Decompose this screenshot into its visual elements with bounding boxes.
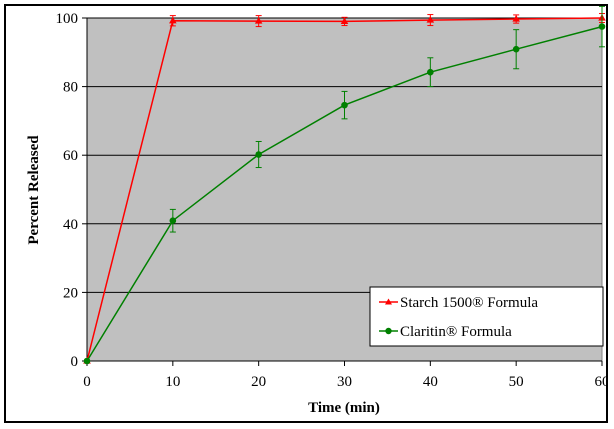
chart-frame: 0 20 40 60 80 100 0 10 20 30 40 50 60 Time (min) Per… — [4, 4, 608, 423]
y-tick-label-60: 60 — [63, 148, 78, 164]
legend-label-claritin: Claritin® Formula — [400, 324, 512, 340]
x-tick-label-30: 30 — [337, 374, 352, 390]
line-chart: 0 20 40 60 80 100 0 10 20 30 40 50 60 Time (min) Per… — [26, 6, 607, 416]
x-axis-title: Time (min) — [308, 400, 380, 416]
data-point-claritin-30 — [341, 101, 348, 109]
data-point-claritin-50 — [512, 45, 520, 53]
y-tick-label-40: 40 — [63, 217, 78, 233]
y-tick-label-20: 20 — [63, 285, 78, 301]
data-point-claritin-0 — [83, 357, 91, 365]
data-point-starch-50 — [512, 15, 520, 22]
data-point-claritin-20 — [255, 151, 262, 158]
data-point-claritin-40 — [427, 68, 434, 76]
legend-marker-starch — [385, 298, 392, 305]
x-tick-label-40: 40 — [423, 374, 438, 390]
y-tick-label-80: 80 — [63, 80, 78, 96]
legend-box — [369, 286, 604, 347]
x-tick-label-20: 20 — [251, 374, 266, 390]
legend-label-starch: Starch 1500® Formula — [400, 295, 538, 311]
data-point-starch-30 — [340, 17, 349, 25]
y-tick-label-0: 0 — [71, 354, 79, 370]
legend-marker-claritin — [385, 327, 392, 335]
y-axis-title: Percent Released — [26, 135, 42, 245]
x-tick-label-0: 0 — [83, 374, 91, 390]
data-point-claritin-60 — [598, 23, 606, 30]
axes: 0 20 40 60 80 100 0 10 20 30 40 50 60 — [56, 11, 607, 390]
x-tick-label-50: 50 — [509, 374, 524, 390]
data-point-starch-10 — [169, 16, 177, 24]
data-point-starch-40 — [426, 16, 435, 23]
legend: Starch 1500® Formula Claritin® Formula — [369, 286, 604, 347]
data-point-starch-20 — [254, 17, 263, 24]
x-tick-label-60: 60 — [595, 374, 607, 390]
x-tick-label-10: 10 — [165, 374, 180, 390]
y-tick-label-100: 100 — [56, 11, 79, 27]
data-point-claritin-10 — [169, 217, 177, 225]
series-layer — [83, 6, 606, 365]
